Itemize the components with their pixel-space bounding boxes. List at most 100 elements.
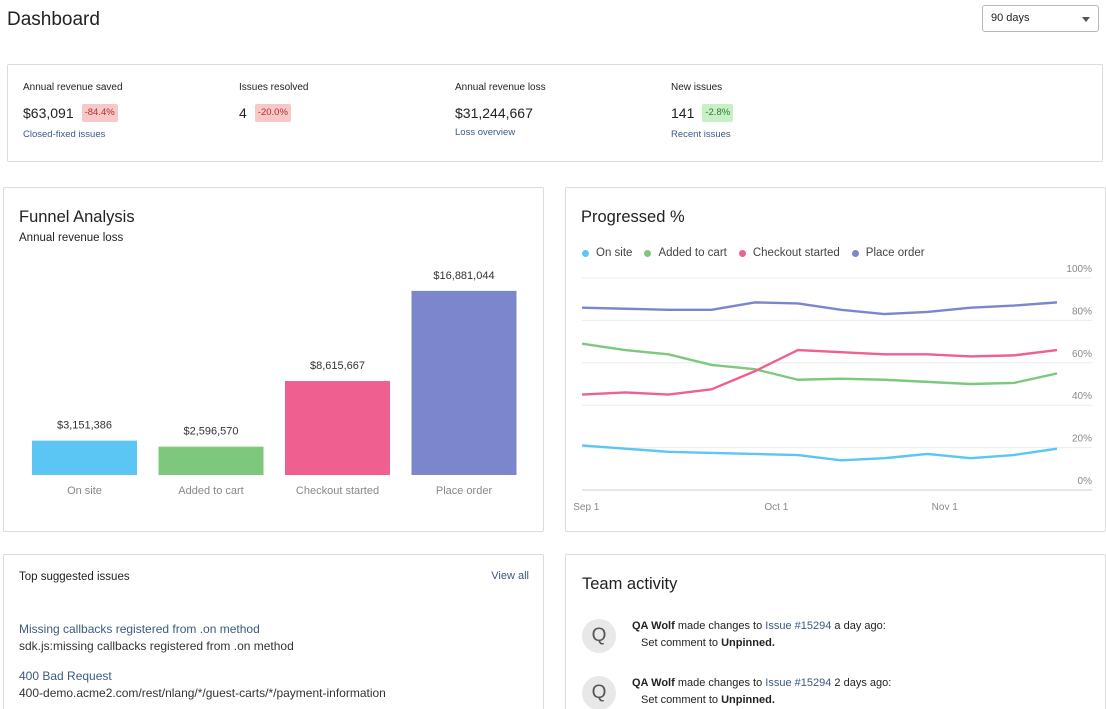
legend-item-place-order[interactable]: Place order	[851, 247, 925, 259]
funnel-subtitle: Annual revenue loss	[19, 232, 124, 244]
stat-label: New issues	[671, 82, 723, 93]
series-line[interactable]	[581, 301, 1058, 316]
activity-text: QA Wolf made changes to Issue #15294 a d…	[632, 620, 886, 632]
stat-revenue-saved: Annual revenue saved $63,091 -84.4% Clos…	[23, 82, 123, 140]
issues-card: Top suggested issues View all Missing ca…	[3, 554, 544, 709]
stat-issues-resolved: Issues resolved 4 -20.0%	[239, 82, 308, 124]
activity-action: made changes to	[677, 677, 763, 689]
stat-revenue-loss: Annual revenue loss $31,244,667 Loss ove…	[455, 82, 546, 138]
loss-overview-link[interactable]: Loss overview	[455, 127, 516, 138]
y-tick-label: 40%	[1072, 391, 1092, 402]
legend-label: Place order	[865, 247, 925, 259]
legend-item-checkout-started[interactable]: Checkout started	[738, 247, 840, 259]
activity-detail-value: Unpinned.	[721, 694, 775, 706]
stat-row: 4 -20.0%	[239, 102, 308, 124]
issue-item[interactable]: 400 Bad Request 400-demo.acme2.com/rest/…	[19, 669, 386, 700]
activity-detail-prefix: Set comment to	[641, 694, 719, 706]
legend-item-added-to-cart[interactable]: Added to cart	[644, 247, 727, 259]
legend-label: On site	[596, 247, 633, 259]
bar-category-label: Added to cart	[178, 485, 243, 497]
x-tick-label: Sep 1	[573, 502, 600, 513]
bar-value-label: $2,596,570	[183, 426, 238, 438]
stat-label: Annual revenue loss	[455, 82, 546, 93]
legend-dot-icon	[644, 249, 652, 257]
stat-row: 141 -2.8%	[671, 102, 734, 124]
issue-desc: 400-demo.acme2.com/rest/nlang/*/guest-ca…	[19, 686, 386, 700]
date-range-value: 90 days	[991, 12, 1030, 24]
activity-detail-prefix: Set comment to	[641, 637, 719, 649]
y-tick-label: 60%	[1072, 349, 1092, 360]
bar-category-label: Checkout started	[296, 485, 379, 497]
stat-value: 141	[671, 105, 695, 121]
progress-title: Progressed %	[581, 208, 685, 226]
stat-label: Issues resolved	[239, 82, 309, 93]
funnel-bar[interactable]	[285, 381, 390, 475]
y-tick-label: 100%	[1066, 264, 1092, 275]
legend-dot-icon	[738, 249, 746, 257]
y-tick-label: 80%	[1072, 306, 1092, 317]
activity-text: QA Wolf made changes to Issue #15294 2 d…	[632, 677, 891, 689]
bar-value-label: $8,615,667	[310, 360, 365, 372]
funnel-bar[interactable]	[411, 290, 517, 475]
stats-card: Annual revenue saved $63,091 -84.4% Clos…	[7, 64, 1103, 162]
activity-detail: Set comment to Unpinned.	[641, 694, 775, 706]
stat-row: $63,091 -84.4%	[23, 102, 123, 124]
funnel-bar[interactable]	[158, 446, 264, 475]
progress-chart: 0% 20% 40% 60% 80% 100% Sep 1 Oct 1 Nov 1	[573, 264, 1093, 513]
chevron-down-icon	[1082, 17, 1090, 22]
bar-category-label: Place order	[436, 485, 493, 497]
stat-label: Annual revenue saved	[23, 82, 123, 93]
legend-dot-icon	[582, 249, 589, 257]
series-line[interactable]	[581, 444, 1058, 462]
view-all-link[interactable]: View all	[491, 570, 529, 582]
stat-badge: -2.8%	[702, 104, 734, 122]
issue-title[interactable]: 400 Bad Request	[19, 669, 112, 683]
issue-title[interactable]: Missing callbacks registered from .on me…	[19, 622, 260, 636]
stat-badge: -84.4%	[81, 104, 118, 122]
activity-detail-value: Unpinned.	[721, 637, 775, 649]
team-title: Team activity	[582, 575, 678, 593]
funnel-card: Funnel Analysis Annual revenue loss $3,1…	[3, 187, 544, 532]
funnel-title: Funnel Analysis	[19, 208, 135, 226]
stat-value: $63,091	[23, 105, 74, 121]
page-title: Dashboard	[7, 9, 100, 30]
closed-fixed-issues-link[interactable]: Closed-fixed issues	[23, 129, 106, 140]
activity-time: a day ago:	[834, 620, 886, 632]
legend-dot-icon	[851, 249, 859, 257]
activity-user: QA Wolf	[632, 620, 675, 632]
activity-detail: Set comment to Unpinned.	[641, 637, 775, 649]
activity-time: 2 days ago:	[834, 677, 892, 689]
bar-value-label: $3,151,386	[57, 420, 112, 432]
activity-user: QA Wolf	[632, 677, 675, 689]
avatar: Q	[582, 619, 616, 653]
issue-desc: sdk.js:missing callbacks registered from…	[19, 639, 294, 653]
legend-item-on-site[interactable]: On site	[582, 247, 632, 259]
bar-value-label: $16,881,044	[433, 270, 494, 282]
funnel-chart: $3,151,386 On site $2,596,570 Added to cart…	[32, 270, 517, 497]
chart-legend: On site Added to cart Checkout started P…	[582, 247, 937, 259]
activity-issue-link[interactable]: Issue #15294	[765, 677, 832, 689]
avatar: Q	[582, 676, 616, 709]
activity-action: made changes to	[677, 620, 763, 632]
stat-value: 4	[239, 105, 247, 121]
series-line[interactable]	[581, 348, 1058, 396]
funnel-bar[interactable]	[32, 440, 137, 475]
x-tick-label: Nov 1	[932, 502, 959, 513]
activity-issue-link[interactable]: Issue #15294	[765, 620, 832, 632]
issues-title: Top suggested issues	[19, 571, 130, 583]
y-tick-label: 0%	[1078, 476, 1093, 487]
x-tick-label: Oct 1	[764, 502, 788, 513]
stat-value: $31,244,667	[455, 105, 533, 121]
recent-issues-link[interactable]: Recent issues	[671, 129, 731, 140]
issue-item[interactable]: Missing callbacks registered from .on me…	[19, 622, 294, 653]
bar-category-label: On site	[67, 485, 102, 497]
team-card: Team activity Q QA Wolf made changes to …	[565, 554, 1106, 709]
series-line[interactable]	[581, 342, 1058, 386]
legend-label: Added to cart	[658, 247, 727, 259]
stat-new-issues: New issues 141 -2.8% Recent issues	[671, 82, 734, 140]
legend-label: Checkout started	[752, 247, 840, 259]
stat-row: $31,244,667	[455, 102, 546, 124]
date-range-select[interactable]: 90 days	[982, 5, 1099, 32]
y-tick-label: 20%	[1072, 434, 1092, 445]
stat-badge: -20.0%	[254, 104, 291, 122]
